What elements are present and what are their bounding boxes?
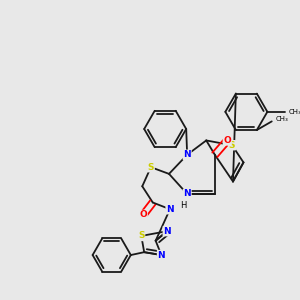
Text: S: S (148, 163, 154, 172)
Text: S: S (138, 231, 145, 240)
Text: O: O (140, 210, 147, 219)
Text: N: N (158, 250, 165, 260)
Text: N: N (183, 189, 191, 198)
Text: H: H (180, 201, 187, 210)
Text: CH₃: CH₃ (288, 109, 300, 115)
Text: N: N (183, 150, 191, 159)
Text: O: O (224, 136, 231, 145)
Text: CH₃: CH₃ (276, 116, 288, 122)
Text: N: N (163, 227, 171, 236)
Text: S: S (229, 141, 235, 150)
Text: N: N (166, 205, 174, 214)
